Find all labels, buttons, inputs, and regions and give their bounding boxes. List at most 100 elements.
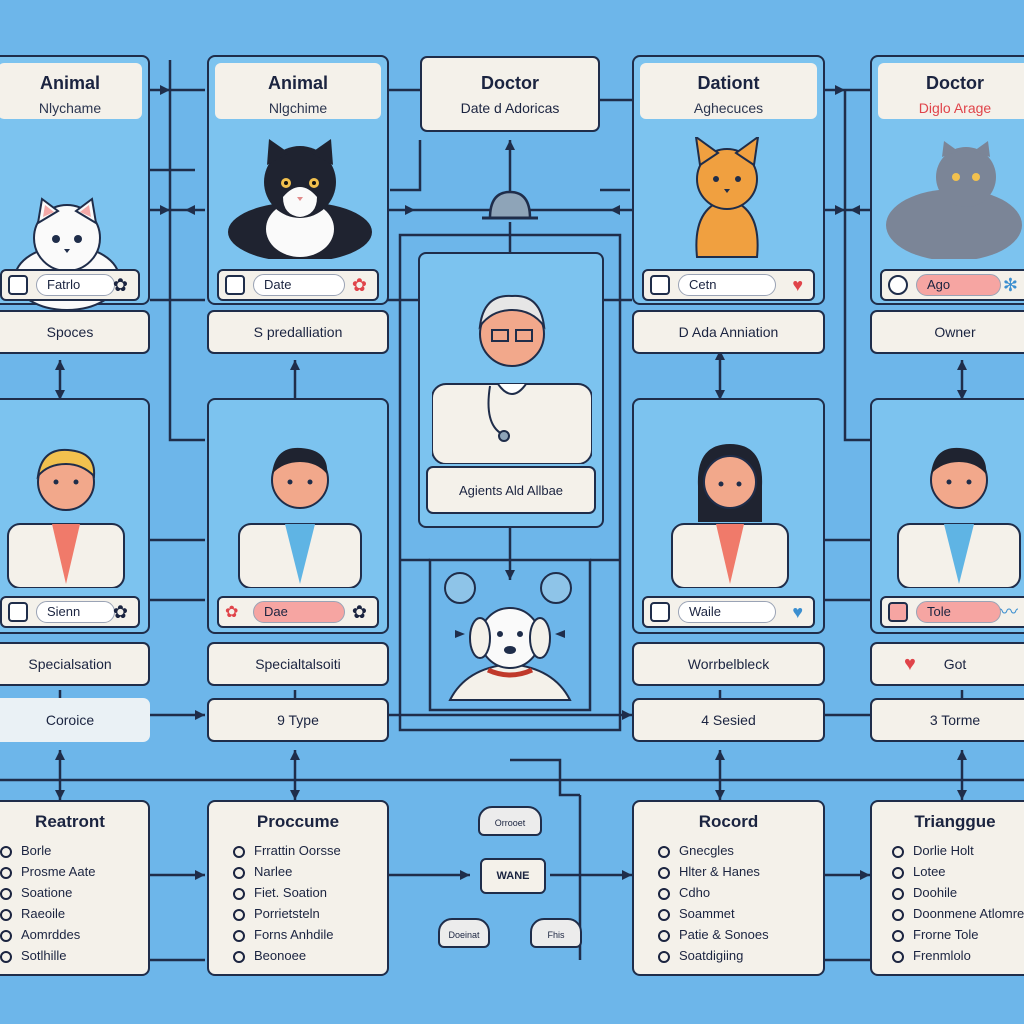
edit-icon [8,602,28,622]
card-subtitle: Aghecuces [693,100,764,116]
list-item[interactable]: Gnecgles [658,840,823,861]
list-item[interactable]: Dorlie Holt [892,840,1024,861]
list-item[interactable]: Prosme Aate [0,861,148,882]
doctor-header-box[interactable]: Doctor Date d Adoricas [420,56,600,132]
field-value[interactable]: Tole [916,601,1001,623]
list-items: Gnecgles Hlter & Hanes Cdho Soammet Pati… [634,840,823,966]
list-item[interactable]: Raeoile [0,903,148,924]
list-item[interactable]: Doonmene Atlomre [892,903,1024,924]
field-value[interactable]: Fatrlo [36,274,115,296]
patient-card[interactable]: Dationt Aghecuces Cetn ♥ [632,55,825,305]
doctor-card-4[interactable]: Tole 〰 [870,398,1024,634]
list-item[interactable]: Soammet [658,903,823,924]
node-wane[interactable]: WANE [480,858,546,894]
list-reatront: Reatront Borle Prosme Aate Soatione Raeo… [0,800,150,976]
list-item[interactable]: Aomrddes [0,924,148,945]
tuxedo-cat-icon [228,139,372,259]
list-item[interactable]: Frorne Tole [892,924,1024,945]
card-title: Animal [267,73,328,93]
doctor-title: Doctor [481,72,539,93]
list-item[interactable]: Lotee [892,861,1024,882]
card-header: Dationt Aghecuces [640,63,817,119]
list-item[interactable]: Patie & Sonoes [658,924,823,945]
wave-icon: 〰 [1000,602,1018,622]
field-row[interactable]: Tole 〰 [880,596,1024,628]
list-item[interactable]: Soatdigiing [658,945,823,966]
list-title: Trianggue [914,812,996,831]
card-title: Dationt [697,73,760,93]
list-items: Borle Prosme Aate Soatione Raeoile Aomrd… [0,840,148,966]
label-got[interactable]: ♥ Got [870,642,1024,686]
gear-icon: ✻ [1002,275,1018,295]
bubble-right [540,572,572,604]
label-type[interactable]: 9 Type [207,698,389,742]
heart-icon: ♥ [792,602,803,622]
edit-icon [888,275,908,295]
animal-card-1[interactable]: Animal Nlychame Fatrlo ✿ [0,55,150,311]
field-value[interactable]: Waile [678,601,777,623]
card-title: Animal [39,73,100,93]
label-species[interactable]: Spoces [0,310,150,354]
node-cloud-right[interactable]: Fhis [530,918,582,948]
field-row[interactable]: ✿ Dae ✿ [217,596,379,628]
field-value[interactable]: Dae [253,601,345,623]
field-row[interactable]: Sienn ✿ [0,596,140,628]
list-item[interactable]: Frrattin Oorsse [233,840,387,861]
label-torme[interactable]: 3 Torme [870,698,1024,742]
doctor-card-2[interactable]: ✿ Dae ✿ [207,398,389,634]
paw-icon: ✿ [351,275,367,295]
list-item[interactable]: Porrietsteln [233,903,387,924]
list-proccume: Proccume Frrattin Oorsse Narlee Fiet. So… [207,800,389,976]
list-title: Reatront [35,812,105,831]
list-title: Proccume [256,812,340,831]
doctor-avatar-icon [7,448,125,588]
doctor-avatar-icon [671,444,789,588]
doctor-caption[interactable]: Agients Ald Allbae [426,466,596,514]
doctor-card-3[interactable]: Waile ♥ [632,398,825,634]
list-item[interactable]: Sotlhille [0,945,148,966]
doctor-avatar-icon [897,447,1021,588]
field-value[interactable]: Sienn [36,601,115,623]
center-doctor-card[interactable]: Agients Ald Allbae [418,252,604,528]
animal-card-2[interactable]: Animal Nlgchime Date ✿ [207,55,389,305]
field-value[interactable]: Ago [916,274,1001,296]
paw-icon: ✿ [351,602,367,622]
doctor-subtitle: Date d Adoricas [460,99,560,116]
label-sesied[interactable]: 4 Sesied [632,698,825,742]
field-row[interactable]: Ago ✻ [880,269,1024,301]
list-item[interactable]: Soatione [0,882,148,903]
label-ada[interactable]: D Ada Anniation [632,310,825,354]
label-worrbelbleck[interactable]: Worrbelbleck [632,642,825,686]
doctor-card-right[interactable]: Doctor Diglo Arage Ago ✻ [870,55,1024,305]
bubble-left [444,572,476,604]
doctor-card-1[interactable]: Sienn ✿ [0,398,150,634]
list-item[interactable]: Borle [0,840,148,861]
edit-icon [888,602,908,622]
list-trianggue: Trianggue Dorlie Holt Lotee Doohile Doon… [870,800,1024,976]
got-label: Got [943,656,967,672]
field-value[interactable]: Date [253,274,345,296]
field-row[interactable]: Cetn ♥ [642,269,815,301]
field-row[interactable]: Waile ♥ [642,596,815,628]
list-item[interactable]: Doohile [892,882,1024,903]
field-row[interactable]: Date ✿ [217,269,379,301]
list-item[interactable]: Cdho [658,882,823,903]
list-item[interactable]: Hlter & Hanes [658,861,823,882]
card-subtitle: Nlychame [38,100,102,116]
label-specialsation[interactable]: Specialsation [0,642,150,686]
label-coroice[interactable]: Coroice [0,698,150,742]
label-owner[interactable]: Owner [870,310,1024,354]
list-item[interactable]: Forns Anhdile [233,924,387,945]
label-specialization[interactable]: S predalliation [207,310,389,354]
field-row[interactable]: Fatrlo ✿ [0,269,140,301]
list-item[interactable]: Narlee [233,861,387,882]
orange-cat-icon [694,137,760,258]
list-item[interactable]: Beonoee [233,945,387,966]
label-specialtalsoiti[interactable]: Specialtalsoiti [207,642,389,686]
node-cloud-left[interactable]: Doeinat [438,918,490,948]
list-item[interactable]: Fiet. Soation [233,882,387,903]
node-cloud-top[interactable]: Orrooet [478,806,542,836]
dog-avatar-icon [448,607,572,701]
field-value[interactable]: Cetn [678,274,777,296]
list-item[interactable]: Frenmlolo [892,945,1024,966]
